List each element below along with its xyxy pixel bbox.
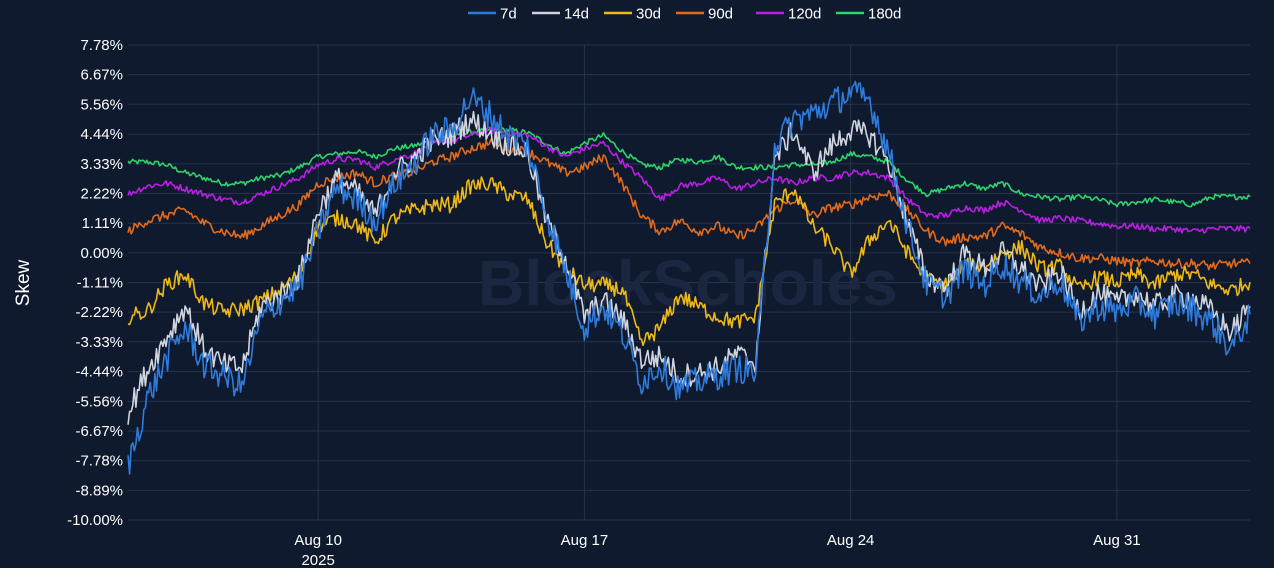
series-line-7d — [127, 80, 1251, 475]
y-tick-label: -8.89% — [75, 482, 123, 499]
y-tick-label: -6.67% — [75, 423, 123, 440]
x-tick-label: Aug 31 — [1093, 532, 1141, 549]
y-tick-label: -2.22% — [75, 304, 123, 321]
y-tick-label: -5.56% — [75, 393, 123, 410]
grid — [128, 44, 1250, 521]
y-tick-label: 0.00% — [80, 245, 123, 262]
legend-label: 120d — [788, 6, 821, 23]
series-line-90d — [127, 138, 1251, 271]
legend-item-180d[interactable]: 180d — [836, 6, 901, 23]
y-tick-label: 3.33% — [80, 156, 123, 173]
y-tick-label: -7.78% — [75, 453, 123, 470]
legend-item-30d[interactable]: 30d — [604, 6, 661, 23]
legend-label: 14d — [564, 6, 589, 23]
series-lines — [127, 80, 1251, 475]
series-line-14d — [127, 110, 1251, 425]
x-axis-ticks: Aug 10 2025 Aug 17 Aug 24 Aug 31 — [294, 532, 1140, 568]
legend-item-7d[interactable]: 7d — [468, 6, 517, 23]
legend-item-90d[interactable]: 90d — [676, 6, 733, 23]
legend-item-120d[interactable]: 120d — [756, 6, 821, 23]
y-tick-label: -4.44% — [75, 363, 123, 380]
x-tick-label: Aug 10 — [294, 532, 342, 549]
series-line-120d — [127, 126, 1251, 234]
series-line-180d — [127, 127, 1251, 208]
x-tick-label: Aug 17 — [561, 532, 609, 549]
y-tick-label: 4.44% — [80, 126, 123, 143]
legend-label: 7d — [500, 6, 517, 23]
y-tick-label: -3.33% — [75, 334, 123, 351]
legend-label: 90d — [708, 6, 733, 23]
y-axis-ticks: 7.78% 6.67% 5.56% 4.44% 3.33% 2.22% 1.11% 0.00%… — [67, 37, 123, 529]
y-tick-label: 6.67% — [80, 67, 123, 84]
watermark: BlockScholes — [478, 247, 898, 319]
legend: 7d 14d 30d 90d 120d 180d — [468, 6, 901, 23]
y-tick-label: 2.22% — [80, 186, 123, 203]
y-tick-label: 1.11% — [82, 215, 123, 232]
y-tick-label: 5.56% — [80, 96, 123, 113]
legend-label: 180d — [868, 6, 901, 23]
y-tick-label: -1.11% — [77, 275, 123, 292]
x-tick-label: Aug 24 — [827, 532, 875, 549]
y-tick-label: 7.78% — [80, 37, 123, 54]
legend-item-14d[interactable]: 14d — [532, 6, 589, 23]
y-tick-label: -10.00% — [67, 512, 123, 529]
x-tick-sublabel: 2025 — [301, 552, 334, 568]
legend-label: 30d — [636, 6, 661, 23]
y-axis-label: Skew — [13, 259, 34, 306]
